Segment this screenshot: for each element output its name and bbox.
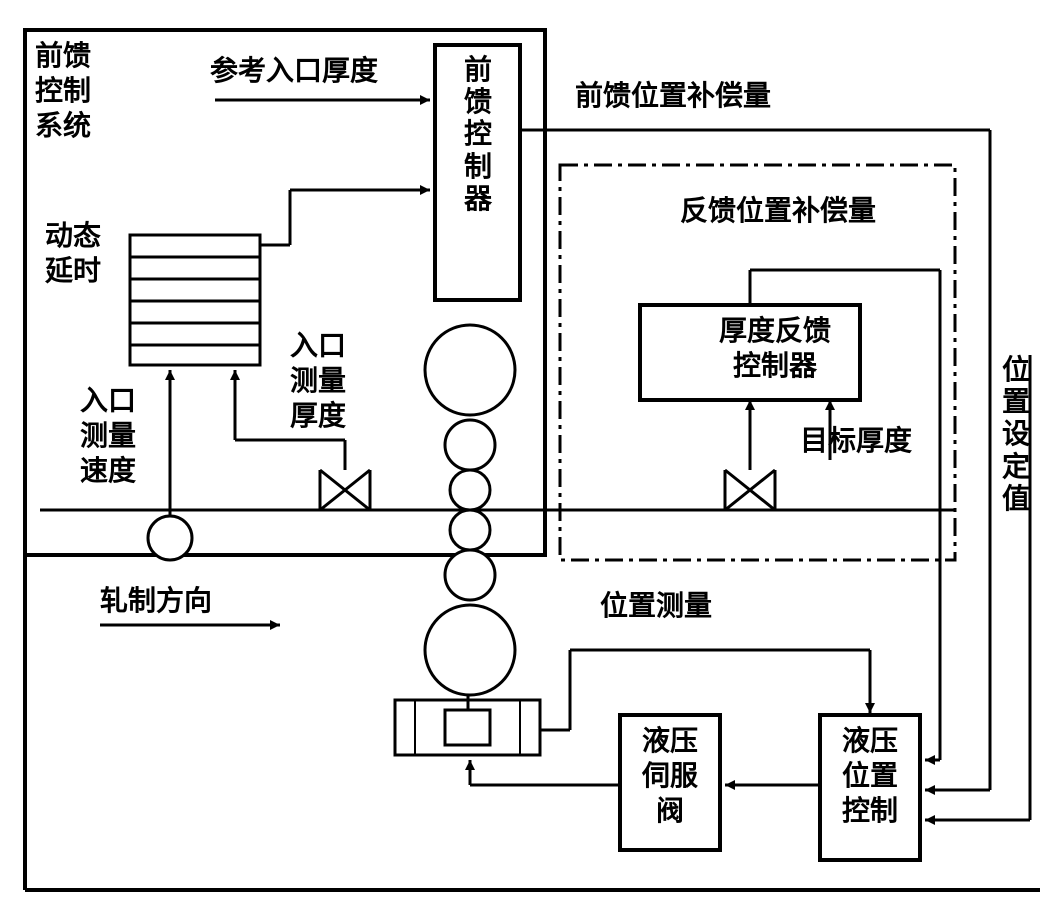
- servo-label-3: 阀: [640, 795, 700, 829]
- inlet-thickness-label-3: 厚度: [290, 400, 346, 434]
- ff-system-label-1: 前馈: [35, 40, 91, 74]
- ff-position-comp-label: 前馈位置补偿量: [575, 80, 771, 114]
- rolling-direction-label: 轧制方向: [100, 585, 212, 619]
- target-thickness-label: 目标厚度: [800, 425, 912, 459]
- fb-position-comp-label: 反馈位置补偿量: [680, 195, 876, 229]
- servo-label-1: 液压: [640, 725, 700, 759]
- pos-ctrl-label-1: 液压: [840, 725, 900, 759]
- dynamic-delay-label-2: 延时: [45, 255, 101, 289]
- inlet-speed-label-1: 入口: [80, 385, 136, 419]
- control-diagram: 前馈 控制 系统 参考入口厚度 前馈控制器 前馈位置补偿量 动态 延时 反馈位置…: [0, 0, 1058, 902]
- inlet-thickness-label-1: 入口: [290, 330, 346, 364]
- servo-label-2: 伺服: [640, 760, 700, 794]
- pos-ctrl-label-3: 控制: [840, 795, 900, 829]
- tfb-controller-label-1: 厚度反馈: [690, 315, 860, 349]
- tfb-controller-label-2: 控制器: [690, 350, 860, 384]
- pos-ctrl-label-2: 位置: [840, 760, 900, 794]
- ref-inlet-thickness-label: 参考入口厚度: [210, 55, 378, 89]
- inlet-speed-label-2: 测量: [80, 420, 136, 454]
- inlet-speed-label-3: 速度: [80, 455, 136, 489]
- ff-controller-label: 前馈控制器: [460, 55, 496, 216]
- inlet-thickness-label-2: 测量: [290, 365, 346, 399]
- ff-system-label-3: 系统: [35, 110, 91, 144]
- ff-system-label-2: 控制: [35, 75, 91, 109]
- position-setpoint-label: 位置设定值: [1000, 355, 1032, 516]
- dynamic-delay-label-1: 动态: [45, 220, 101, 254]
- position-measurement-label: 位置测量: [600, 590, 712, 624]
